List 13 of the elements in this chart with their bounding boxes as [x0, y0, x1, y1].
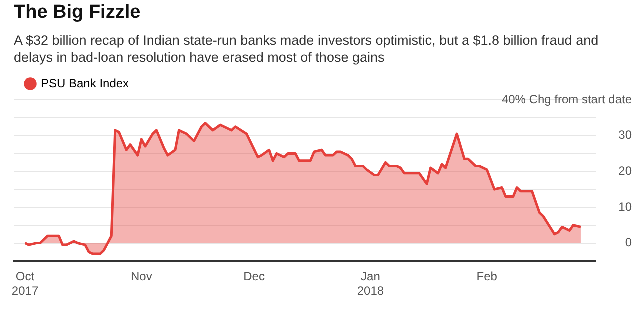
y-tick-label: 10 — [618, 200, 632, 214]
chart-title: The Big Fizzle — [14, 2, 141, 24]
chart-subtitle: A $32 billion recap of Indian state-run banks made investors optimistic, but a $1.8 billion fraud and delays in bad-loan resolution have erased most of those gains — [14, 32, 600, 66]
x-tick-label: Dec — [244, 270, 265, 284]
y-tick-label: 30 — [618, 128, 632, 142]
x-tick-label: Oct 2017 — [12, 270, 39, 298]
x-tick-label: Nov — [130, 270, 152, 284]
x-tick-label: Feb — [476, 270, 498, 284]
legend-label: PSU Bank Index — [41, 76, 130, 90]
y-tick-label: 0 — [625, 236, 632, 250]
y-tick-label: 20 — [618, 164, 632, 178]
x-tick-label: Jan 2018 — [357, 270, 384, 298]
y-tick-label: 40% Chg from start date — [502, 92, 632, 106]
